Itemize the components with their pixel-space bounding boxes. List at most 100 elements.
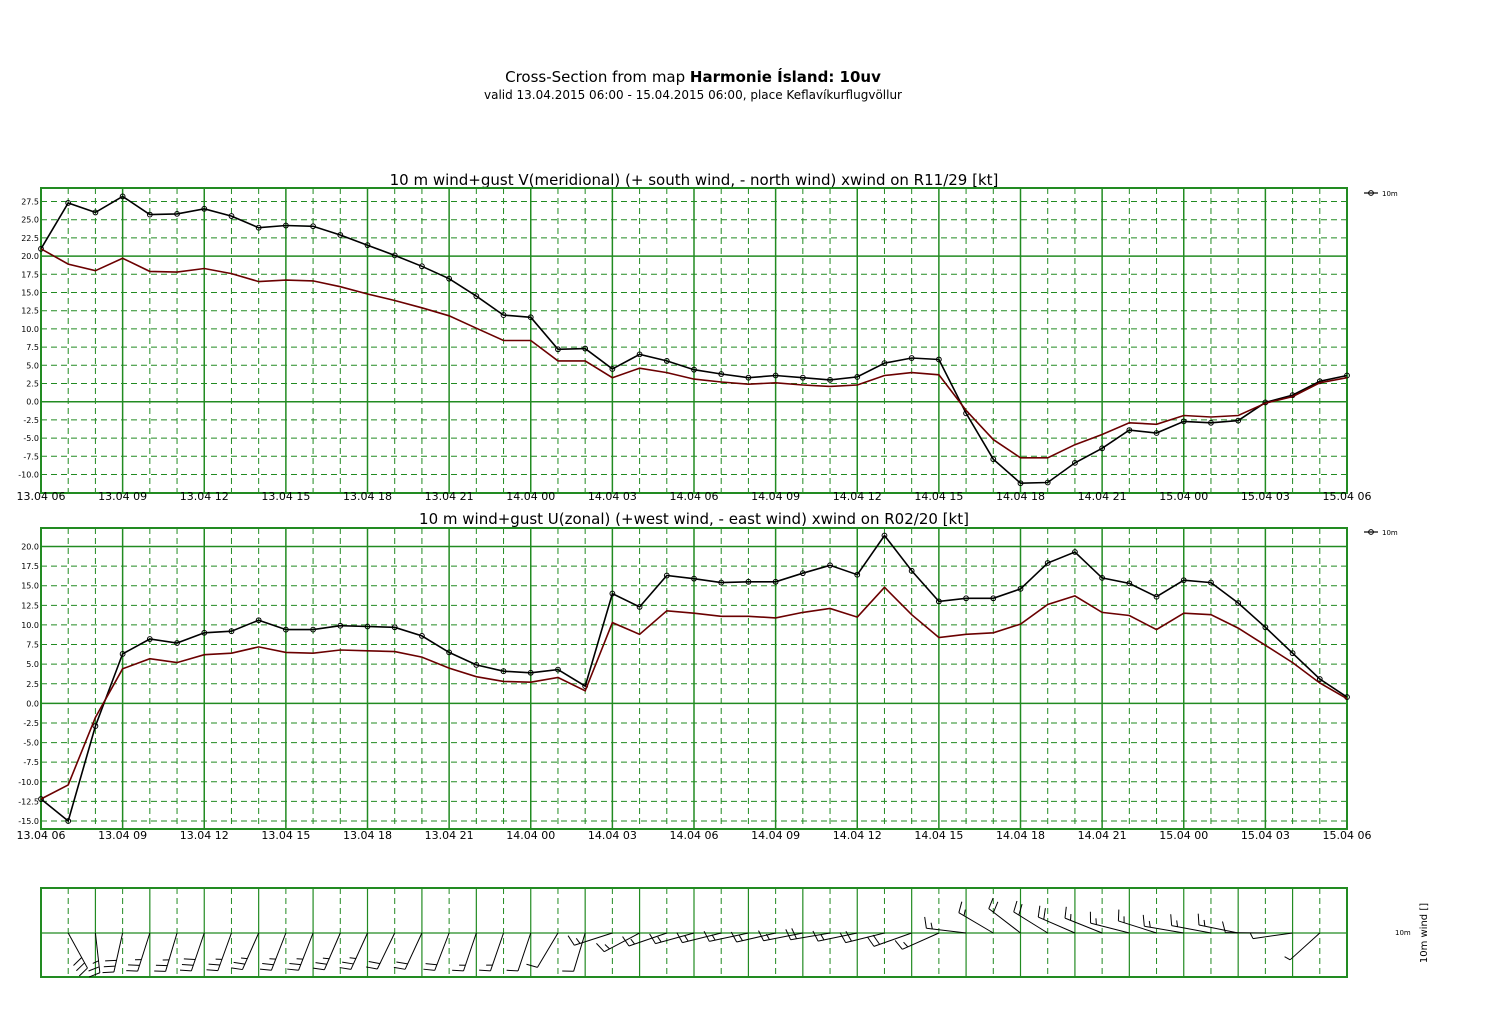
wind-barb-staff [958,912,994,934]
data-point [772,372,779,379]
wind-barb-staff [323,932,341,970]
data-point [364,242,371,249]
y-tick-label: 12.5 [21,307,39,316]
data-point [146,636,153,642]
barb-level-label: 10m [1395,929,1411,937]
data-point [854,571,861,578]
data-point [228,213,235,219]
wind-barb [1142,914,1145,927]
wind-barb [183,958,196,961]
data-point [310,626,316,633]
wind-barb [930,922,933,930]
x-tick-label: 13.04 06 [17,490,66,503]
wind-barb [872,934,881,945]
wind-barb [684,935,689,942]
y-tick-label: 17.5 [21,562,39,571]
wind-barb [526,963,538,968]
data-point [310,223,316,230]
wind-barb-staff [537,932,559,968]
y-tick-label: -7.5 [23,758,39,767]
wind-barb-staff [404,932,423,970]
data-point [174,640,180,646]
data-point [1099,445,1106,452]
x-tick-label: 13.04 21 [425,490,474,503]
wind-barb [89,972,101,978]
x-tick-label: 14.04 06 [670,829,719,842]
wind-barb-staff [926,927,967,934]
data-point [990,456,997,463]
wind-barb [368,961,381,965]
wind-barb-staff [190,932,205,972]
data-point [1180,418,1187,425]
data-point [908,355,915,361]
y-tick-label: 7.5 [26,343,39,352]
wind-barb-staff [376,932,396,970]
wind-barb-staff [573,932,586,972]
y-tick-label: -2.5 [23,416,39,425]
wind-barb-staff [1118,920,1157,934]
y-tick-label: -7.5 [23,452,39,461]
data-point [881,532,888,539]
data-point [718,579,725,586]
y-tick-label: 20.0 [21,252,39,261]
data-point [827,562,833,569]
data-point [1235,417,1242,424]
data-point [119,651,126,657]
x-tick-label: 14.04 12 [833,829,882,842]
panel-title: 10 m wind+gust U(zonal) (+west wind, - e… [419,510,969,528]
wind-barb [1148,920,1151,928]
data-point [772,578,779,585]
data-point [1316,676,1323,682]
data-point [255,224,262,231]
data-point [201,629,208,636]
data-point [1017,585,1024,592]
series-line-gust [40,586,1348,800]
data-point [446,649,453,656]
wind-barb-staff [1289,932,1321,961]
wind-barb-staff [137,932,151,972]
wind-barb [1064,906,1067,919]
x-tick-label: 15.04 06 [1323,829,1372,842]
wind-barb-staff [241,932,260,970]
data-point [609,366,616,372]
series-line-10m [40,195,1348,485]
wind-barb [1037,905,1041,918]
data-point [854,374,861,380]
x-tick-label: 13.04 18 [343,829,392,842]
wind-barb [342,961,354,965]
y-tick-label: -15.0 [18,817,39,826]
data-point [201,205,208,212]
wind-barb-staff [1144,925,1184,934]
y-tick-label: 0.0 [26,398,39,407]
wind-barb [479,969,491,972]
data-point [1126,427,1133,433]
data-point [92,723,99,730]
data-point [65,200,72,206]
wind-barb [988,897,994,909]
data-point [419,263,425,270]
wind-barb [181,963,194,966]
x-tick-label: 14.04 09 [751,490,800,503]
data-point [527,669,534,676]
wind-barb [349,957,356,959]
wind-barb [596,943,605,953]
x-tick-label: 13.04 09 [98,490,147,503]
data-point [1153,593,1160,600]
wind-barb-staff [873,932,912,947]
data-point [146,211,153,218]
wind-barb [452,969,464,972]
wind-barb-staff [1013,911,1048,934]
wind-barb [423,968,435,971]
data-point [446,275,453,282]
x-tick-label: 13.04 06 [17,829,66,842]
y-tick-label: 25.0 [21,216,39,225]
data-point [555,666,561,673]
wind-barb [703,930,710,942]
wind-barb [785,929,792,940]
wind-barb [676,932,683,943]
y-tick-label: -10.0 [18,471,39,480]
wind-barb [730,931,738,943]
barb-frame [40,887,1348,978]
data-point [1153,430,1160,436]
y-tick-label: 7.5 [26,641,39,650]
